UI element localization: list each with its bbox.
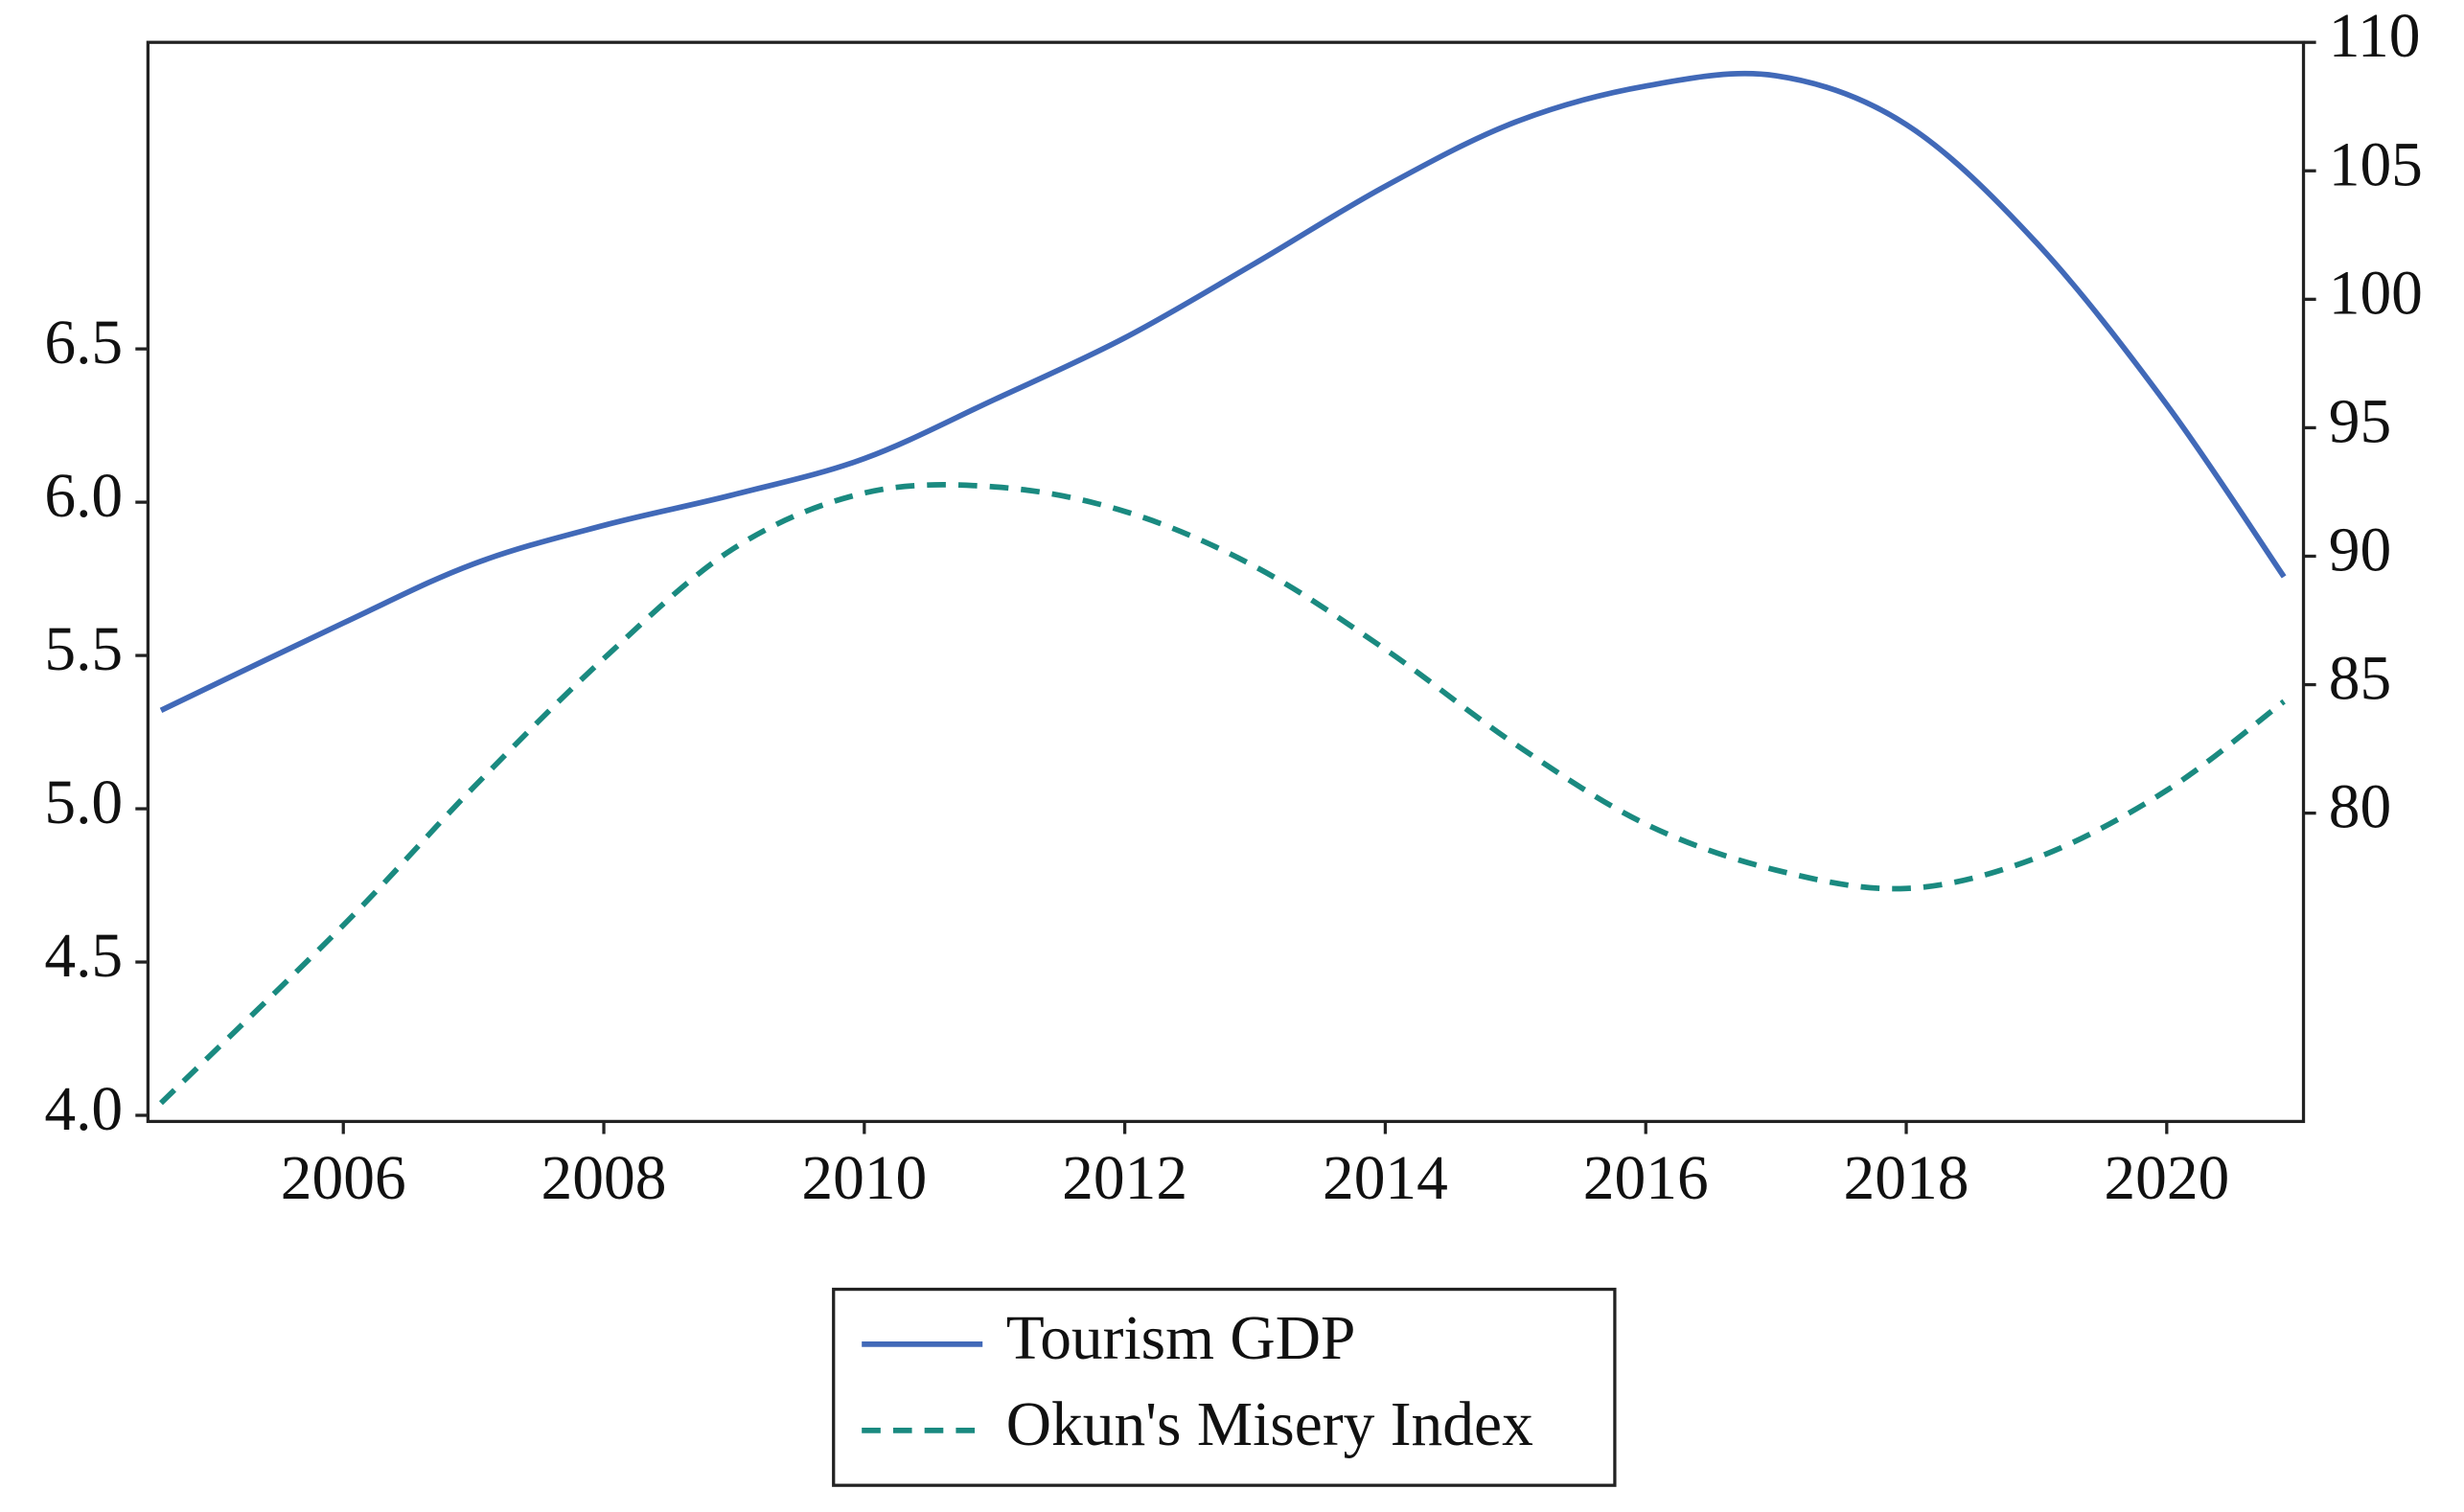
legend: Tourism GDP Okun's Misery Index (832, 1287, 1617, 1487)
x-tick-label: 2012 (1062, 1144, 1187, 1213)
series-line (159, 70, 2287, 713)
x-tick-label: 2008 (541, 1144, 667, 1213)
x-tick-label: 2006 (281, 1144, 406, 1213)
y-tick-label: 6.0 (44, 462, 123, 531)
y-tick-label: 5.5 (44, 615, 123, 684)
y-tick-label: 4.5 (44, 922, 123, 991)
legend-box (832, 1287, 1617, 1487)
y2-tick-label: 100 (2329, 259, 2423, 328)
y2-tick-label: 80 (2329, 773, 2391, 842)
y2-tick-label: 105 (2329, 130, 2423, 199)
y2-tick-label: 95 (2329, 387, 2391, 456)
legend-label: Okun's Misery Index (1006, 1390, 1533, 1459)
y-tick-label: 5.0 (44, 768, 123, 837)
y2-tick-label: 90 (2329, 516, 2391, 585)
series-line (158, 482, 2286, 1106)
y2-tick-label: 85 (2329, 645, 2391, 714)
y-tick-label: 4.0 (44, 1075, 123, 1144)
y-tick-label: 6.5 (44, 309, 123, 378)
legend-label: Tourism GDP (1006, 1304, 1356, 1373)
x-tick-label: 2020 (2104, 1144, 2229, 1213)
y2-tick-label: 110 (2329, 2, 2421, 71)
x-tick-label: 2018 (1844, 1144, 1969, 1213)
plot-frame (146, 40, 2306, 1124)
x-tick-label: 2014 (1323, 1144, 1448, 1213)
x-tick-label: 2010 (801, 1144, 927, 1213)
x-tick-label: 2016 (1583, 1144, 1709, 1213)
